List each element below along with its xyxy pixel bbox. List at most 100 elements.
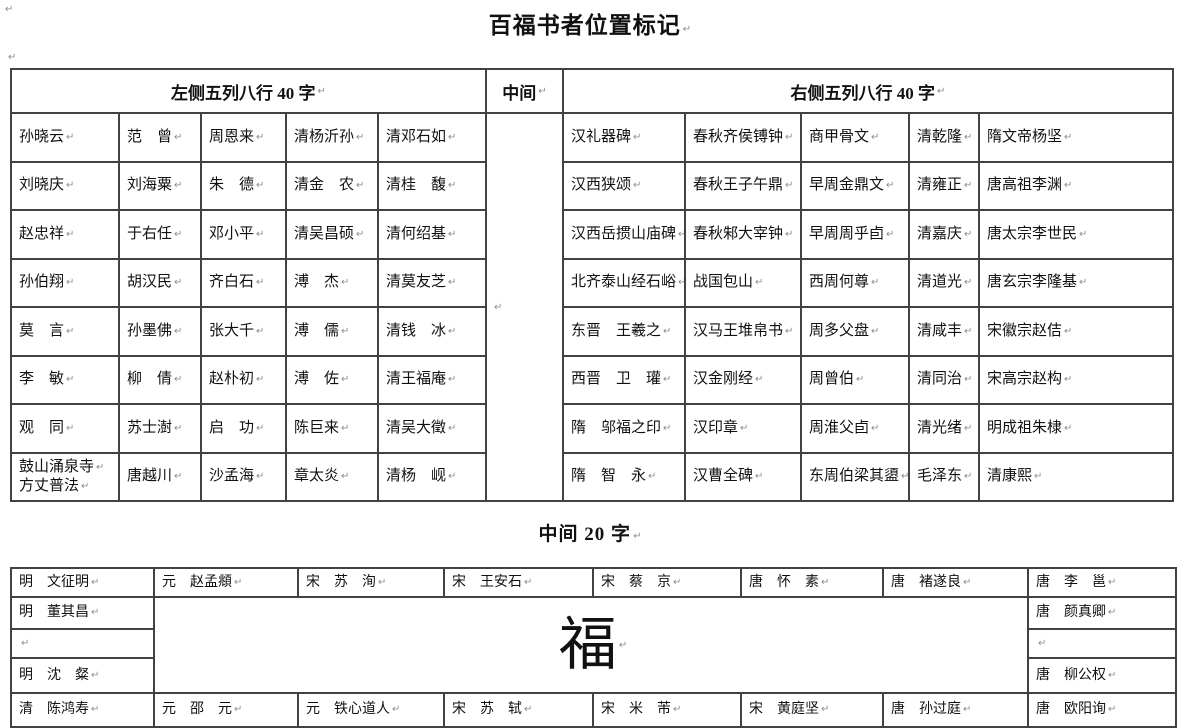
table-cell[interactable]: 唐 孙过庭 ↵ [884,694,1029,728]
table-cell[interactable]: 清道光 ↵ [910,259,980,308]
table-cell[interactable]: 元 铁心道人 ↵ [299,694,445,728]
table-cell[interactable]: 启 功 ↵ [202,405,287,454]
table-cell[interactable]: 汉西岳掼山庙碑 ↵ [564,211,686,260]
table-cell[interactable]: 宋徽宗赵佶 ↵ [980,308,1174,357]
table-cell[interactable]: 邓小平 ↵ [202,211,287,260]
table-cell[interactable]: 朱 德 ↵ [202,162,287,211]
table-cell[interactable]: 唐玄宗李隆基 ↵ [980,259,1174,308]
table-cell[interactable]: 隋文帝杨坚 ↵ [980,114,1174,163]
table-cell[interactable]: 明成祖朱棣 ↵ [980,405,1174,454]
table-cell[interactable]: 清 陈鸿寿 ↵ [12,694,155,728]
table-cell[interactable]: 早周周乎卣 ↵ [802,211,910,260]
table-cell[interactable]: 唐越川 ↵ [120,453,202,502]
table-cell[interactable]: 唐高祖李渊 ↵ [980,162,1174,211]
table-cell[interactable]: 清王福庵 ↵ [379,356,487,405]
left-table-header[interactable]: 左侧五列八行 40 字 ↵ [12,70,487,114]
table-cell[interactable]: 宋 苏 轼 ↵ [445,694,594,728]
table-cell[interactable]: 春秋王子午鼎 ↵ [686,162,802,211]
table-cell[interactable]: 唐 李 邕 ↵ [1029,569,1177,598]
middle-section-heading[interactable]: 中间 20 字 ↵ [0,519,1181,546]
table-cell[interactable]: 春秋邾大宰钟 ↵ [686,211,802,260]
table-cell[interactable]: 明 董其昌 ↵ [12,598,155,630]
table-cell[interactable]: 清杨沂孙 ↵ [287,114,379,163]
table-cell[interactable]: 清雍正 ↵ [910,162,980,211]
table-cell[interactable]: 清钱 冰 ↵ [379,308,487,357]
table-cell[interactable]: 清乾隆 ↵ [910,114,980,163]
table-cell[interactable]: 清康熙 ↵ [980,453,1174,502]
table-cell[interactable]: 东周伯梁其盨 ↵ [802,453,910,502]
middle-column-header[interactable]: 中间 ↵ [487,70,564,114]
right-table-header[interactable]: 右侧五列八行 40 字 ↵ [564,70,1174,114]
table-cell[interactable]: 隋 邬福之印 ↵ [564,405,686,454]
table-cell[interactable]: 清吴昌硕 ↵ [287,211,379,260]
table-cell[interactable]: 柳 倩 ↵ [120,356,202,405]
table-cell[interactable]: 汉西狭颂 ↵ [564,162,686,211]
table-cell[interactable]: 李 敏 ↵ [12,356,120,405]
table-cell[interactable]: 清咸丰 ↵ [910,308,980,357]
table-cell[interactable]: 清杨 岘 ↵ [379,453,487,502]
table-cell[interactable]: 莫 言 ↵ [12,308,120,357]
table-cell[interactable]: 早周金鼎文 ↵ [802,162,910,211]
table-cell[interactable]: 汉印章 ↵ [686,405,802,454]
table-cell[interactable]: 孙晓云 ↵ [12,114,120,163]
table-cell[interactable]: 胡汉民 ↵ [120,259,202,308]
table-cell[interactable]: 周曾伯 ↵ [802,356,910,405]
table-cell[interactable]: 鼓山涌泉寺 ↵ 方丈普法 ↵ [12,453,120,502]
middle-column-cell[interactable]: ↵ [487,114,564,502]
table-cell[interactable]: 汉马王堆帛书 ↵ [686,308,802,357]
table-cell[interactable]: 清莫友芝 ↵ [379,259,487,308]
table-cell[interactable]: 赵朴初 ↵ [202,356,287,405]
table-cell[interactable]: 孙墨佛 ↵ [120,308,202,357]
table-cell[interactable]: 清嘉庆 ↵ [910,211,980,260]
table-cell[interactable]: 周淮父卣 ↵ [802,405,910,454]
table-cell[interactable]: 东晋 王羲之 ↵ [564,308,686,357]
table-cell[interactable]: 清何绍基 ↵ [379,211,487,260]
table-cell[interactable]: 战国包山 ↵ [686,259,802,308]
table-cell[interactable]: 溥 杰 ↵ [287,259,379,308]
table-cell[interactable]: 明 文征明 ↵ [12,569,155,598]
fu-character-cell[interactable]: 福 ↵ [155,598,1029,694]
table-cell[interactable]: 清同治 ↵ [910,356,980,405]
table-cell[interactable]: 唐 欧阳询 ↵ [1029,694,1177,728]
table-cell[interactable]: 清金 农 ↵ [287,162,379,211]
table-cell[interactable]: 隋 智 永 ↵ [564,453,686,502]
table-cell[interactable]: 北齐泰山经石峪 ↵ [564,259,686,308]
table-cell[interactable]: 张大千 ↵ [202,308,287,357]
table-cell[interactable]: 周多父盘 ↵ [802,308,910,357]
table-cell[interactable]: 明 沈 粲 ↵ [12,659,155,694]
table-cell[interactable]: 唐 怀 素 ↵ [742,569,884,598]
table-cell[interactable]: 章太炎 ↵ [287,453,379,502]
table-cell[interactable]: 汉礼器碑 ↵ [564,114,686,163]
table-cell[interactable]: 范 曾 ↵ [120,114,202,163]
table-cell[interactable]: 西周何尊 ↵ [802,259,910,308]
table-cell[interactable]: 齐白石 ↵ [202,259,287,308]
table-cell[interactable]: 汉金刚经 ↵ [686,356,802,405]
table-cell[interactable]: 清邓石如 ↵ [379,114,487,163]
table-cell[interactable]: 毛泽东 ↵ [910,453,980,502]
table-cell[interactable]: 元 邵 元 ↵ [155,694,299,728]
table-cell[interactable]: 观 同 ↵ [12,405,120,454]
table-cell[interactable]: 于右任 ↵ [120,211,202,260]
table-cell[interactable]: 孙伯翔 ↵ [12,259,120,308]
table-cell[interactable]: 西晋 卫 瓘 ↵ [564,356,686,405]
table-cell[interactable]: 春秋齐侯镈钟 ↵ [686,114,802,163]
table-cell[interactable]: ↵ [12,630,155,659]
table-cell[interactable]: 宋 米 芾 ↵ [594,694,742,728]
table-cell[interactable]: 刘海粟 ↵ [120,162,202,211]
table-cell[interactable]: 周恩来 ↵ [202,114,287,163]
table-cell[interactable]: 商甲骨文 ↵ [802,114,910,163]
table-cell[interactable]: 唐 褚遂良 ↵ [884,569,1029,598]
table-cell[interactable]: 清吴大徵 ↵ [379,405,487,454]
table-cell[interactable]: 沙孟海 ↵ [202,453,287,502]
page-title[interactable]: 百福书者位置标记 ↵ [0,6,1181,40]
table-cell[interactable]: 宋 黄庭坚 ↵ [742,694,884,728]
table-cell[interactable]: 溥 佐 ↵ [287,356,379,405]
table-cell[interactable]: 赵忠祥 ↵ [12,211,120,260]
table-cell[interactable]: 宋高宗赵构 ↵ [980,356,1174,405]
table-cell[interactable]: 宋 蔡 京 ↵ [594,569,742,598]
table-cell[interactable]: 唐 柳公权 ↵ [1029,659,1177,694]
table-cell[interactable]: ↵ [1029,630,1177,659]
table-cell[interactable]: 宋 王安石 ↵ [445,569,594,598]
table-cell[interactable]: 陈巨来 ↵ [287,405,379,454]
table-cell[interactable]: 苏士澍 ↵ [120,405,202,454]
